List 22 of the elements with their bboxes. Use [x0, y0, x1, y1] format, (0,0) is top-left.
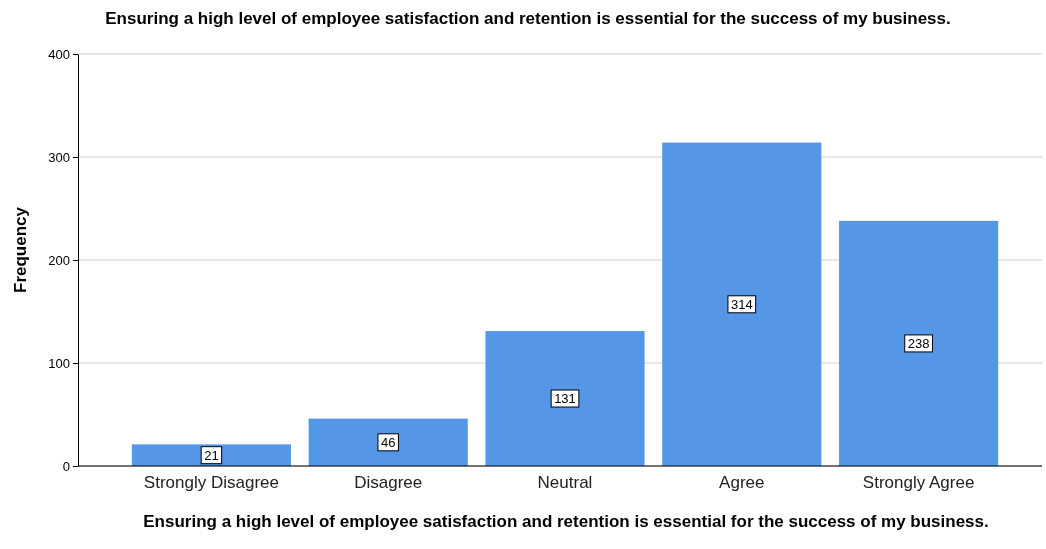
bar	[839, 220, 999, 466]
bar	[662, 142, 822, 466]
x-tick-label: Strongly Agree	[862, 473, 975, 493]
x-tick-label: Strongly Disagree	[143, 473, 279, 493]
y-tick-label: 100	[48, 355, 70, 371]
data-label: 21	[204, 447, 219, 463]
y-axis-title: Frequency	[11, 206, 30, 293]
x-axis-title: Ensuring a high level of employee satisfaction and retention is essential for the success of my business.	[143, 512, 989, 531]
y-tick-label: 300	[48, 149, 70, 165]
chart-title: Ensuring a high level of employee satisfaction and retention is essential for the success of my business.	[105, 9, 951, 28]
bar	[308, 418, 468, 466]
y-tick-label: 200	[48, 252, 70, 268]
data-label: 238	[907, 335, 930, 351]
x-tick-label: Disagree	[354, 473, 423, 493]
x-tick-label: Neutral	[537, 473, 593, 493]
x-tick-label: Agree	[719, 473, 765, 493]
data-label: 131	[554, 391, 576, 407]
bar	[485, 331, 645, 466]
y-tick-label: 400	[48, 46, 70, 62]
data-label: 46	[380, 434, 396, 450]
y-tick-label: 0	[62, 458, 70, 474]
data-label: 314	[730, 296, 753, 312]
